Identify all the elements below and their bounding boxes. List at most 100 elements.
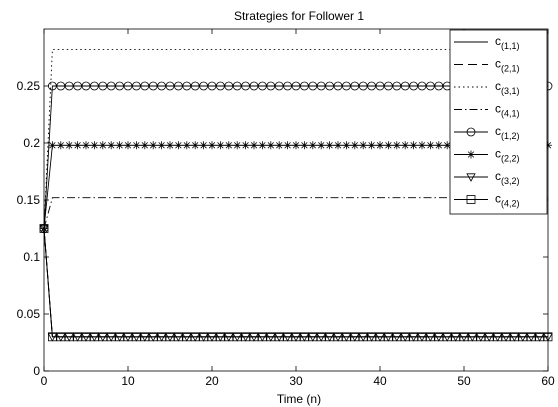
point-c(2,2)-47 (434, 141, 443, 150)
point-c(4,2)-23 (232, 332, 242, 342)
point-c(2,2)-42 (392, 141, 401, 150)
point-c(2,2)-30 (292, 141, 300, 150)
point-c(4,2)-47 (434, 332, 444, 342)
point-c(2,2)-4 (73, 141, 82, 150)
point-c(1,2)-13 (148, 81, 158, 91)
series-c(4,1) (43, 197, 548, 229)
point-c(1,2)-18 (190, 81, 200, 91)
point-c(2,2)-9 (115, 141, 124, 150)
plot-area: 0 10 20 30 40 50 60 0 0.05 0.1 0.15 0.2 0.25 (17, 28, 555, 388)
point-c(4,2)-27 (266, 332, 276, 342)
point-c(1,2)-23 (232, 81, 242, 91)
point-c(1,2)-47 (434, 81, 444, 91)
legend-entry-c(4,1): c(4,1) (454, 102, 520, 119)
point-c(2,2)-6 (90, 141, 99, 150)
point-c(4,2)-57 (518, 332, 528, 342)
point-c(2,2)-39 (367, 141, 376, 150)
legend-marker-c(4,2) (466, 195, 476, 204)
legend-label-c(3,1): c(3,1) (495, 79, 520, 96)
point-c(2,2)-38 (359, 141, 368, 150)
point-c(4,2)-13 (148, 332, 158, 342)
point-c(4,2)-60 (543, 332, 553, 342)
x-axis-label: Time (n) (277, 392, 321, 406)
point-c(1,2)-21 (215, 81, 225, 91)
point-c(2,2)-27 (266, 141, 275, 150)
legend-label-c(2,2): c(2,2) (495, 147, 520, 164)
point-c(2,2)-3 (65, 141, 74, 150)
legend-entry-c(3,2): c(3,2) (454, 169, 520, 186)
point-c(2,2)-37 (350, 141, 359, 150)
point-c(2,2)-24 (241, 141, 250, 150)
point-c(2,2)-1 (48, 141, 57, 150)
point-c(4,2)-32 (308, 332, 318, 342)
series-c(4,2) (39, 224, 553, 342)
y-tick-label-5: 0.25 (17, 79, 41, 93)
point-c(2,2)-44 (409, 141, 418, 150)
point-c(2,2)-23 (233, 141, 242, 150)
point-c(2,2)-13 (149, 141, 158, 150)
point-c(2,2)-40 (376, 141, 384, 150)
point-c(4,2)-21 (215, 332, 225, 342)
legend-entry-c(1,1): c(1,1) (454, 34, 520, 51)
legend-entry-c(1,2): c(1,2) (454, 124, 520, 141)
point-c(4,2)-4 (73, 332, 82, 342)
point-c(2,2)-12 (140, 141, 149, 150)
point-c(2,2)-18 (191, 141, 200, 150)
point-c(2,2)-10 (124, 141, 132, 150)
point-c(2,2)-2 (56, 141, 65, 150)
y-tick-label-2: 0.1 (23, 250, 40, 264)
legend-label-c(4,2): c(4,2) (495, 192, 520, 209)
legend-entry-c(2,2): c(2,2) (454, 147, 520, 164)
point-c(4,2)-37 (350, 332, 360, 342)
point-c(2,2)-21 (216, 141, 225, 150)
x-tick-label-4: 40 (373, 374, 387, 388)
x-tick-label-1: 10 (121, 374, 135, 388)
point-c(2,2)-43 (401, 141, 410, 150)
legend-entry-c(4,2): c(4,2) (454, 192, 520, 209)
x-tick-label-5: 50 (457, 374, 471, 388)
point-c(2,2)-15 (166, 141, 174, 150)
point-c(2,2)-14 (157, 141, 166, 150)
series-c(2,1) (43, 228, 548, 338)
point-c(2,2)-41 (384, 141, 393, 150)
point-c(1,2)-32 (308, 81, 318, 91)
point-c(2,2)-32 (308, 141, 317, 150)
point-c(2,2)-28 (275, 141, 284, 150)
legend-entry-c(2,1): c(2,1) (454, 57, 520, 74)
point-c(2,2)-48 (443, 141, 452, 150)
legend-marker-c(2,2) (467, 150, 475, 159)
point-c(2,2)-16 (174, 141, 183, 150)
point-c(1,2)-6 (90, 81, 99, 91)
chart-title: Strategies for Follower 1 (234, 9, 364, 23)
point-c(2,2)-17 (182, 141, 191, 150)
series-line-c(4,1) (43, 197, 548, 229)
point-c(1,2)-3 (64, 81, 74, 91)
series-line-c(3,2) (43, 228, 548, 338)
point-c(4,2)-11 (131, 332, 141, 342)
point-c(4,2)-9 (115, 332, 124, 342)
point-c(1,2)-9 (115, 81, 124, 91)
point-c(2,2)-7 (98, 141, 107, 150)
x-tick-label-2: 20 (205, 374, 219, 388)
point-c(4,2)-3 (64, 332, 74, 342)
point-c(4,2)-5 (81, 332, 91, 342)
x-tick-label-0: 0 (41, 374, 48, 388)
series-line-c(1,1) (43, 228, 548, 338)
point-c(2,2)-22 (224, 141, 233, 150)
point-c(2,2)-29 (283, 141, 292, 150)
point-c(1,2)-37 (350, 81, 360, 91)
point-c(4,2)-52 (476, 332, 486, 342)
point-c(2,2)-26 (258, 141, 267, 150)
legend: c(1,1) c(2,1) c(3,1) c(4,1) c(1,2) c(2,2) c(3,… (449, 29, 548, 215)
x-tick-label-6: 60 (541, 374, 555, 388)
point-c(4,2)-18 (190, 332, 200, 342)
series-line-c(4,2) (43, 228, 548, 338)
legend-label-c(3,2): c(3,2) (495, 169, 520, 186)
y-tick-label-0: 0 (33, 364, 40, 378)
point-c(1,2)-16 (173, 81, 183, 91)
point-c(3,2)-0 (39, 224, 49, 234)
legend-label-c(1,2): c(1,2) (495, 124, 520, 141)
point-c(1,2)-8 (106, 81, 116, 91)
point-c(2,2)-36 (342, 141, 351, 150)
